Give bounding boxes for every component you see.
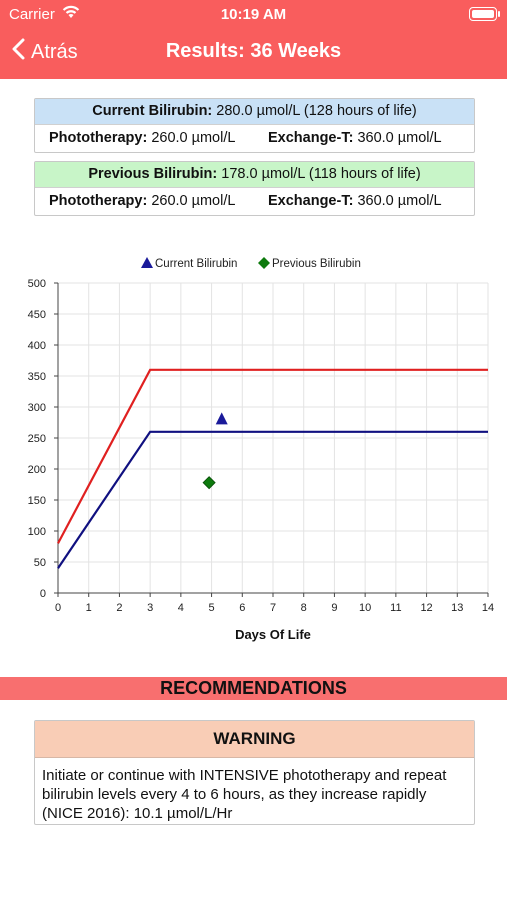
x-tick-label: 14 [482, 602, 494, 614]
threshold-line [57, 368, 488, 544]
previous-bilirubin-point [202, 476, 216, 490]
x-tick-label: 12 [420, 602, 432, 614]
x-tick-label: 2 [116, 602, 122, 614]
x-tick-label: 8 [301, 602, 307, 614]
x-tick-label: 5 [209, 602, 215, 614]
y-tick-label: 0 [40, 588, 46, 600]
phototherapy-value: 260.0 µmol/L [151, 193, 236, 209]
phototherapy-label: Phototherapy: [49, 193, 148, 209]
x-tick-label: 11 [390, 602, 401, 614]
current-bilirubin-header: Current Bilirubin: 280.0 µmol/L (128 hou… [35, 99, 474, 125]
warning-title: WARNING [35, 721, 474, 758]
battery-icon [469, 7, 500, 21]
status-bar: Carrier 10:19 AM [0, 0, 507, 28]
previous-bilirubin-card: Previous Bilirubin: 178.0 µmol/L (118 ho… [34, 161, 475, 216]
previous-bilirubin-header: Previous Bilirubin: 178.0 µmol/L (118 ho… [35, 162, 474, 188]
y-tick-label: 300 [28, 402, 46, 414]
wifi-icon [62, 5, 80, 23]
navigation-bar: Atrás Results: 36 Weeks [0, 28, 507, 79]
carrier-label: Carrier [9, 6, 55, 23]
y-tick-label: 100 [28, 526, 46, 538]
x-tick-label: 6 [239, 602, 245, 614]
x-tick-label: 4 [178, 602, 184, 614]
current-bilirubin-label: Current Bilirubin: [92, 103, 213, 119]
legend-triangle-icon [141, 257, 153, 268]
chevron-left-icon [12, 38, 31, 66]
y-tick-label: 150 [28, 495, 46, 507]
x-tick-label: 10 [359, 602, 371, 614]
x-tick-label: 9 [331, 602, 337, 614]
y-tick-label: 250 [28, 433, 46, 445]
back-button[interactable]: Atrás [12, 38, 78, 66]
exchange-value: 360.0 µmol/L [357, 130, 442, 146]
page-title: Results: 36 Weeks [165, 40, 342, 62]
exchange-value: 360.0 µmol/L [357, 193, 442, 209]
phototherapy-label: Phototherapy: [49, 130, 148, 146]
legend-label: Previous Bilirubin [272, 258, 361, 270]
y-tick-label: 450 [28, 309, 46, 321]
legend-label: Current Bilirubin [155, 258, 237, 270]
recommendations-heading: RECOMMENDATIONS [0, 677, 507, 700]
exchange-label: Exchange-T: [268, 193, 354, 209]
x-tick-label: 1 [86, 602, 92, 614]
x-tick-label: 0 [55, 602, 61, 614]
exchange-label: Exchange-T: [268, 130, 354, 146]
y-tick-label: 500 [28, 278, 46, 290]
phototherapy-value: 260.0 µmol/L [151, 130, 236, 146]
current-bilirubin-card: Current Bilirubin: 280.0 µmol/L (128 hou… [34, 98, 475, 153]
x-axis-title: Days Of Life [235, 627, 311, 642]
previous-bilirubin-label: Previous Bilirubin: [88, 166, 218, 182]
warning-card: WARNING Initiate or continue with INTENS… [34, 720, 475, 825]
current-bilirubin-value: 280.0 µmol/L (128 hours of life) [216, 103, 417, 119]
x-tick-label: 13 [451, 602, 463, 614]
x-tick-label: 3 [147, 602, 153, 614]
warning-text: Initiate or continue with INTENSIVE phot… [42, 767, 447, 822]
legend-diamond-icon [258, 257, 270, 269]
previous-bilirubin-value: 178.0 µmol/L (118 hours of life) [221, 166, 421, 182]
y-tick-label: 50 [34, 557, 46, 569]
current-bilirubin-point [215, 412, 228, 425]
header-bar: Carrier 10:19 AM Atrás Results: 36 Weeks [0, 0, 507, 79]
x-tick-label: 7 [270, 602, 276, 614]
back-label: Atrás [31, 40, 78, 63]
y-tick-label: 400 [28, 340, 46, 352]
y-tick-label: 200 [28, 464, 46, 476]
y-tick-label: 350 [28, 371, 46, 383]
threshold-line [57, 430, 488, 569]
clock-time: 10:19 AM [220, 6, 287, 23]
